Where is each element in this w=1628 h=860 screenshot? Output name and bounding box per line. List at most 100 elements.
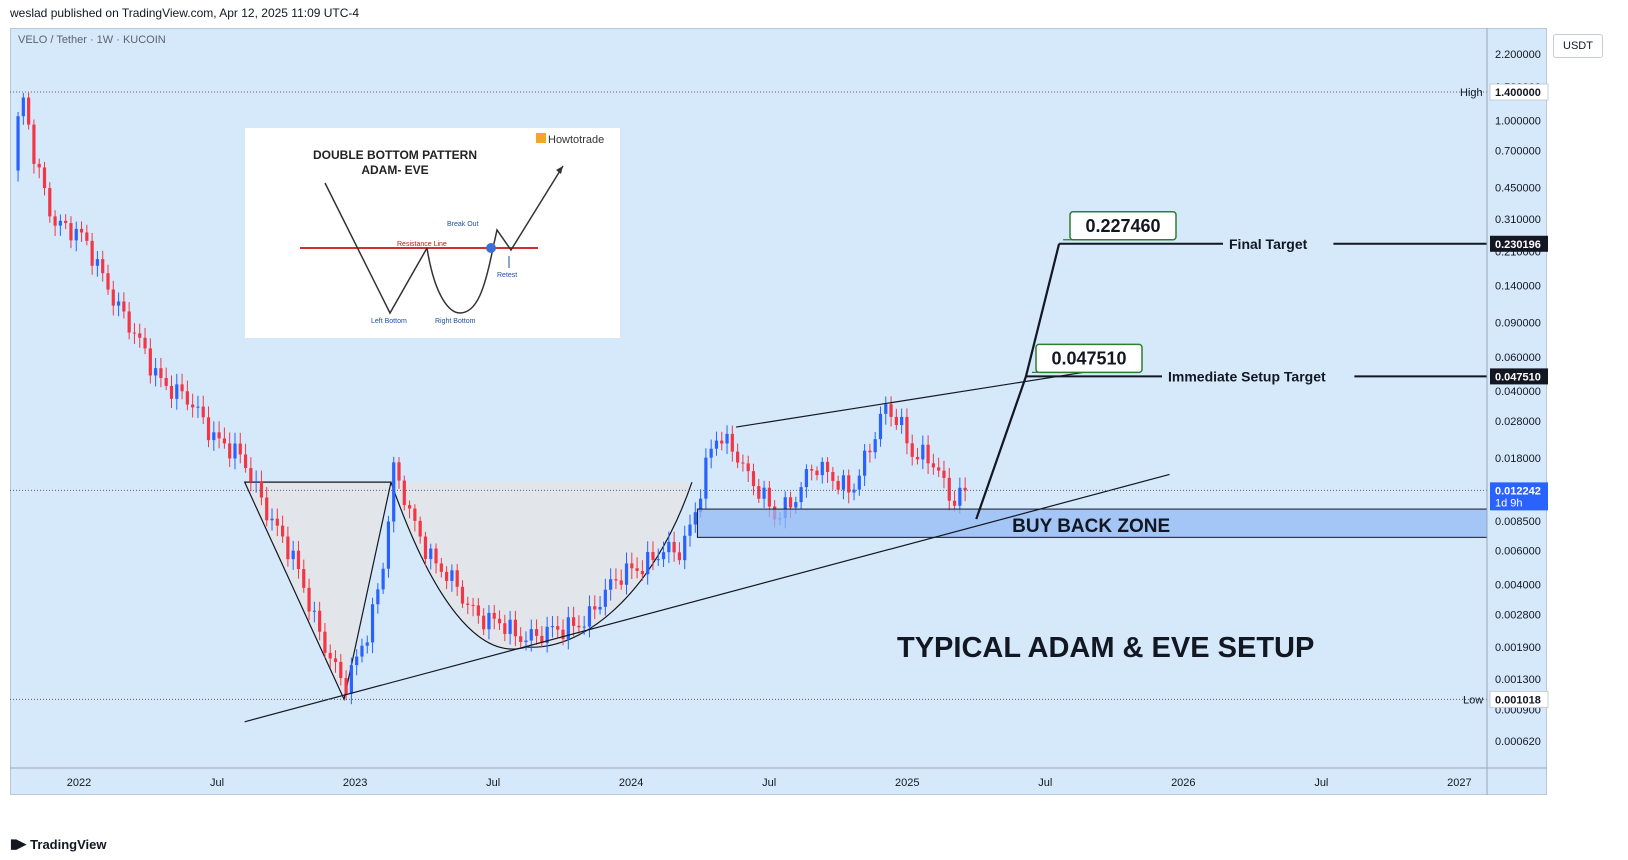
price-tick-label: 0.040000 <box>1495 386 1541 398</box>
candle-body <box>259 481 264 498</box>
candle-body <box>905 416 909 444</box>
candle-body <box>48 188 52 217</box>
candle-body <box>254 481 258 483</box>
candle-body <box>111 289 115 306</box>
target-value-box <box>1035 343 1143 374</box>
candle-body <box>947 477 951 501</box>
currency-selector[interactable]: USDT <box>1553 34 1603 58</box>
candle-body <box>561 629 565 640</box>
candle-body <box>942 470 946 478</box>
candle-body <box>651 552 655 560</box>
inset-title-line2: ADAM- EVE <box>361 163 428 177</box>
candle-body <box>164 377 168 386</box>
candle-body <box>21 97 25 117</box>
candle-body <box>302 569 306 588</box>
candle-body <box>122 301 126 312</box>
candle-body <box>85 232 89 241</box>
candle-body <box>392 462 396 522</box>
candle-body <box>127 311 131 333</box>
candle-body <box>344 678 348 694</box>
time-tick-label: 2022 <box>67 777 91 789</box>
candle-body <box>64 220 68 224</box>
price-tag-label: 0.001018 <box>1495 694 1541 706</box>
candle-body <box>878 413 883 440</box>
price-tick-label: 0.018000 <box>1495 453 1541 465</box>
inset-breakout-label: Break Out <box>447 221 479 228</box>
candle-body <box>736 451 740 463</box>
candle-body <box>69 223 73 241</box>
price-tick-label: 0.060000 <box>1495 352 1541 364</box>
candle-body <box>212 432 216 441</box>
candle-body <box>434 548 438 564</box>
candle-body <box>762 487 766 499</box>
candle-body <box>926 444 930 464</box>
resistance-trendline[interactable] <box>735 368 1107 428</box>
candle-body <box>794 502 798 508</box>
candle-body <box>767 487 771 507</box>
time-tick-label: 2023 <box>343 777 367 789</box>
candle-body <box>206 417 211 441</box>
candle-body <box>677 552 682 561</box>
candle-body <box>556 626 560 630</box>
projection-path[interactable] <box>975 243 1061 520</box>
candle-body <box>492 612 496 619</box>
high-label: High <box>1460 87 1483 99</box>
candle-body <box>460 586 465 604</box>
setup-title: TYPICAL ADAM & EVE SETUP <box>897 632 1314 664</box>
candle-body <box>609 579 613 590</box>
candle-body <box>937 467 941 471</box>
price-countdown: 1d 9h <box>1495 497 1523 509</box>
candle-body <box>799 487 803 503</box>
candle-body <box>963 487 967 491</box>
candle-body <box>439 563 443 572</box>
candle-body <box>169 385 174 399</box>
candle-body <box>910 443 914 457</box>
candle-body <box>952 500 957 506</box>
footer-brand: ▮▶ TradingView <box>10 836 107 852</box>
candle-body <box>138 333 142 338</box>
candle-body <box>603 589 607 607</box>
candle-body <box>222 438 226 444</box>
price-tick-label: 0.001300 <box>1495 674 1541 686</box>
publish-info: weslad published on TradingView.com, Apr… <box>10 6 360 20</box>
target-value: 0.047510 <box>1051 348 1126 368</box>
candle-body <box>37 163 41 168</box>
inset-retest-label: Retest <box>497 272 517 279</box>
candle-body <box>593 606 597 610</box>
price-tick-label: 0.001900 <box>1495 642 1541 654</box>
candle-body <box>519 636 523 643</box>
buy-back-zone-label: BUY BACK ZONE <box>1012 516 1170 537</box>
candle-body <box>487 612 491 630</box>
price-tag <box>1490 482 1548 511</box>
time-tick-label: 2026 <box>1171 777 1195 789</box>
candle-body <box>825 461 830 472</box>
candle-body <box>191 404 195 408</box>
candle-body <box>445 571 449 581</box>
candle-body <box>646 552 650 575</box>
inset-left-v <box>324 182 428 315</box>
price-tick-label: 0.140000 <box>1495 281 1541 293</box>
candle-body <box>587 606 592 627</box>
candle-body <box>757 486 761 499</box>
buy-back-zone[interactable] <box>696 508 1488 538</box>
candle-body <box>175 384 179 399</box>
candle-body <box>249 468 253 482</box>
candle-body <box>201 406 205 418</box>
candle-body <box>333 658 338 662</box>
candle-body <box>339 661 343 679</box>
candle-body <box>307 587 311 612</box>
candle-body <box>32 124 36 164</box>
candle-body <box>857 475 861 490</box>
candle-body <box>270 518 274 521</box>
price-tick-label: 0.002800 <box>1495 609 1541 621</box>
target-value-box <box>1069 211 1177 241</box>
candle-body <box>16 116 20 171</box>
price-tick-label: 0.000620 <box>1495 736 1541 748</box>
target-label: Final Target <box>1229 236 1308 252</box>
inset-brand: Howtotrade <box>548 134 604 146</box>
price-tag-label: 0.047510 <box>1495 371 1541 383</box>
support-trendline[interactable] <box>244 473 1170 723</box>
inset-title-line1: DOUBLE BOTTOM PATTERN <box>313 148 477 162</box>
candle-body <box>482 615 486 630</box>
